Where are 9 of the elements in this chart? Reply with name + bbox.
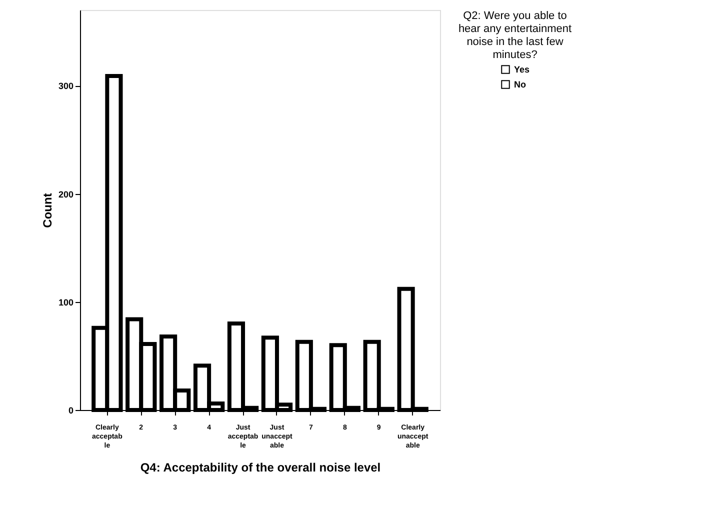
y-tick-label: 0 bbox=[68, 406, 74, 416]
y-tick-label: 200 bbox=[58, 189, 74, 200]
y-tick-label: 100 bbox=[58, 297, 74, 308]
y-tick-label: 300 bbox=[58, 81, 74, 92]
legend-label: Yes bbox=[514, 64, 530, 74]
x-axis-title: Q4: Acceptability of the overall noise level bbox=[140, 460, 381, 474]
y-axis-title: Count bbox=[40, 193, 54, 228]
legend-title: Q2: Were you able to hear any entertainment noise in the last few minutes? bbox=[458, 10, 572, 61]
legend-label: No bbox=[514, 80, 526, 90]
